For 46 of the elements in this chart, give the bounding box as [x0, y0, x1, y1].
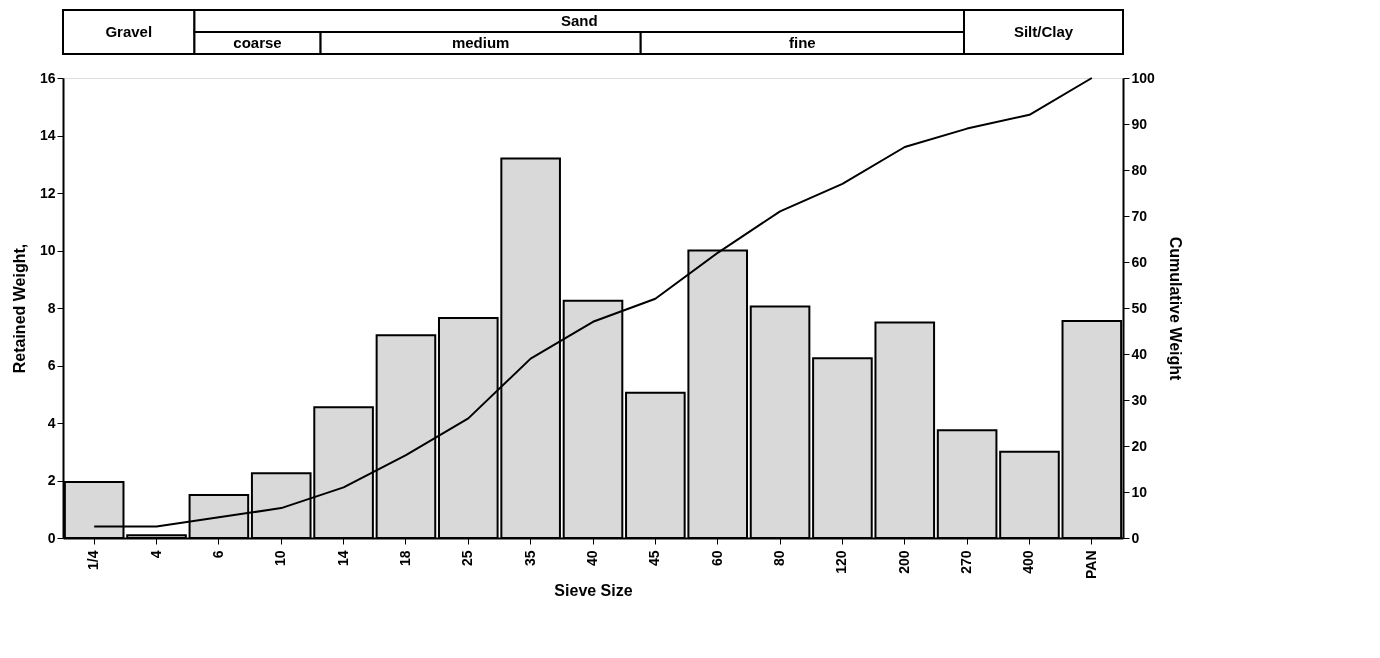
y2-tick-label: 10	[1131, 483, 1148, 500]
x-tick-label: 10	[272, 550, 289, 567]
x-tick-label: 60	[708, 550, 725, 567]
x-tick-label: 120	[833, 550, 850, 574]
x-tick-label: 14	[334, 550, 351, 567]
y-tick-label: 4	[47, 414, 56, 431]
y-tick-label: 12	[39, 184, 56, 201]
y2-tick-label: 100	[1131, 69, 1156, 86]
y-tick-label: 2	[47, 472, 56, 488]
y2-tick-label: 40	[1131, 345, 1148, 362]
x-tick-label: 40	[584, 550, 600, 567]
y-tick-label: 6	[47, 357, 56, 373]
y2-tick-label: 30	[1131, 391, 1148, 408]
y-tick-label: 14	[39, 127, 56, 143]
text: medium	[451, 34, 510, 51]
x-tick-label: 6	[209, 550, 226, 559]
text: Silt/Clay	[1013, 23, 1074, 40]
x-tick-label: 35	[521, 550, 538, 567]
y2-tick-label: 0	[1131, 529, 1140, 546]
x-tick-label: 4	[147, 550, 164, 559]
y2-tick-label: 60	[1131, 253, 1148, 270]
y2-tick-label: 20	[1131, 437, 1148, 454]
x-tick-label: 25	[459, 550, 476, 567]
y2-tick-label: 90	[1131, 115, 1148, 132]
y2-tick-label: 70	[1131, 207, 1148, 224]
y-axis-title: Retained Weight,	[10, 243, 28, 374]
x-tick-label: 18	[396, 550, 413, 567]
x-tick-label: 80	[771, 550, 788, 567]
x-axis-title: Sieve Size	[554, 582, 633, 600]
x-tick-label: 1/4	[85, 550, 102, 570]
y-tick-label: 10	[39, 242, 56, 258]
x-tick-label: 45	[646, 550, 663, 567]
text: fine	[789, 34, 816, 51]
text: Sand	[560, 12, 598, 29]
x-tick-label: 270	[958, 550, 975, 574]
x-tick-label: PAN	[1082, 550, 1099, 580]
y2-tick-label: 50	[1131, 299, 1148, 316]
y2-tick-label: 80	[1131, 161, 1148, 178]
y-tick-label: 0	[47, 529, 56, 546]
text: coarse	[233, 34, 282, 51]
text: Gravel	[105, 23, 153, 40]
y-tick-label: 8	[47, 299, 56, 316]
x-tick-label: 400	[1020, 550, 1037, 574]
x-tick-label: 200	[895, 550, 912, 574]
y-tick-label: 16	[39, 69, 56, 86]
y2-axis-title: Cumulative Weight	[1166, 236, 1184, 382]
